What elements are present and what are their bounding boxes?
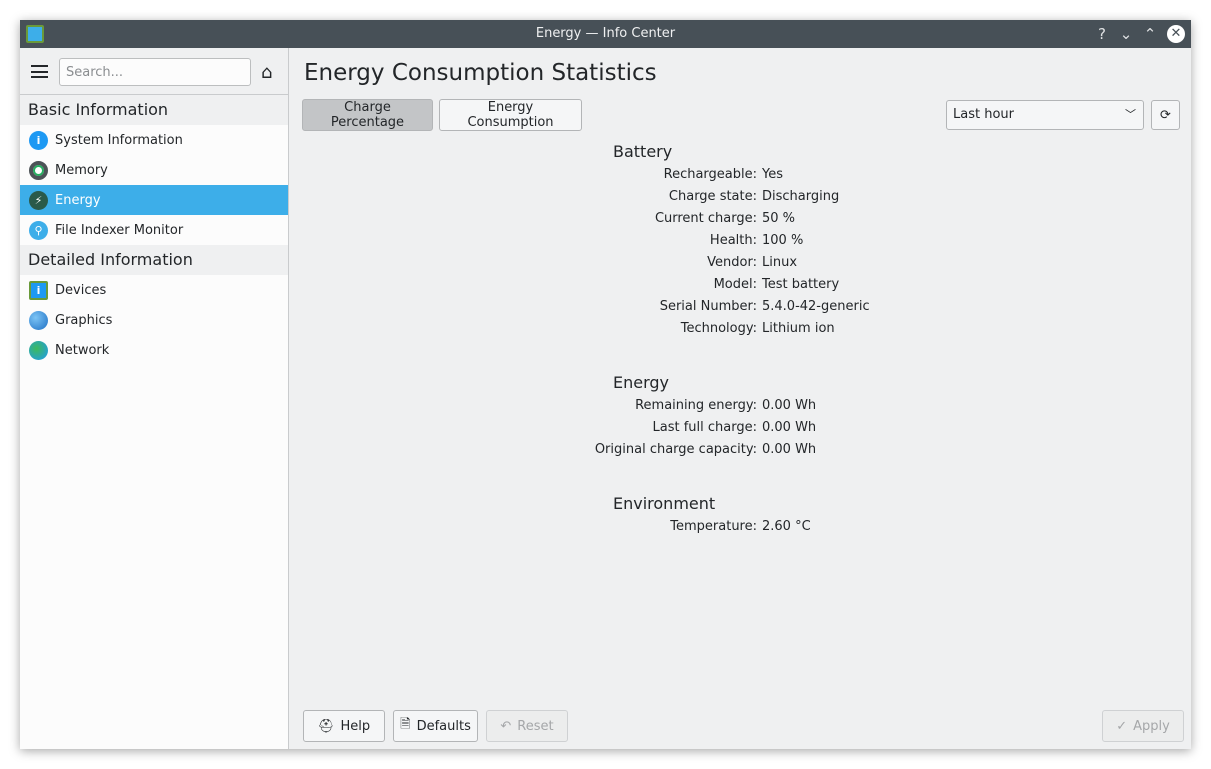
info-row: Charge state: Discharging bbox=[460, 186, 1060, 208]
main-content: Energy Consumption Statistics Charge Per… bbox=[290, 48, 1191, 749]
info-value: 0.00 Wh bbox=[762, 420, 817, 435]
sidebar-item-energy[interactable]: ⚡ Energy bbox=[20, 185, 288, 215]
undo-icon: ↶ bbox=[500, 718, 512, 734]
help-label: Help bbox=[340, 718, 371, 734]
info-label: Technology: bbox=[680, 321, 757, 336]
close-icon[interactable]: ✕ bbox=[1167, 25, 1185, 43]
chevron-down-icon: ﹀ bbox=[1125, 108, 1136, 121]
sidebar-item-label: Graphics bbox=[55, 312, 113, 328]
document-icon: 🗎 bbox=[400, 717, 411, 732]
info-row: Technology: Lithium ion bbox=[460, 318, 1060, 340]
info-value: Yes bbox=[762, 167, 783, 182]
home-icon[interactable]: ⌂ bbox=[261, 62, 273, 83]
hamburger-menu-icon[interactable] bbox=[31, 65, 48, 78]
defaults-label: Defaults bbox=[416, 718, 471, 734]
time-range-value: Last hour bbox=[953, 107, 1014, 122]
category-header: Basic Information bbox=[20, 95, 288, 125]
section-title: Battery bbox=[613, 142, 673, 161]
sidebar-item-devices[interactable]: i Devices bbox=[20, 275, 288, 305]
sidebar: ⌂ Basic Information i System Information Me… bbox=[20, 48, 289, 749]
sidebar-item-label: Energy bbox=[55, 192, 101, 208]
info-value: Lithium ion bbox=[762, 321, 835, 336]
window: Energy — Info Center ? ⌄ ⌃ ✕ ⌂ Basic Inf… bbox=[20, 20, 1191, 749]
graphics-icon bbox=[29, 310, 48, 330]
info-row: Model: Test battery bbox=[460, 274, 1060, 296]
info-value: 5.4.0-42-generic bbox=[762, 299, 870, 314]
sidebar-item-network[interactable]: Network bbox=[20, 335, 288, 365]
search-input[interactable] bbox=[59, 58, 251, 86]
info-row: Vendor: Linux bbox=[460, 252, 1060, 274]
apply-label: Apply bbox=[1133, 718, 1170, 734]
memory-icon bbox=[29, 160, 48, 180]
info-value: 0.00 Wh bbox=[762, 442, 817, 457]
tab-energy-consumption[interactable]: Energy Consumption bbox=[439, 99, 582, 131]
sidebar-item-label: Network bbox=[55, 342, 110, 358]
refresh-button[interactable]: ⟳ bbox=[1151, 100, 1180, 130]
defaults-button[interactable]: 🗎 Defaults bbox=[393, 710, 478, 742]
info-row: Last full charge: 0.00 Wh bbox=[460, 417, 1060, 439]
page-title: Energy Consumption Statistics bbox=[304, 60, 657, 86]
sidebar-item-label: File Indexer Monitor bbox=[55, 222, 184, 238]
info-label: Original charge capacity: bbox=[594, 442, 757, 457]
refresh-icon: ⟳ bbox=[1160, 107, 1171, 123]
info-value: 2.60 °C bbox=[762, 519, 811, 534]
info-label: Temperature: bbox=[670, 519, 757, 534]
info-label: Vendor: bbox=[707, 255, 757, 270]
info-value: 100 % bbox=[762, 233, 804, 248]
info-label: Current charge: bbox=[654, 211, 757, 226]
reset-label: Reset bbox=[517, 718, 554, 734]
info-row: Rechargeable: Yes bbox=[460, 164, 1060, 186]
maximize-icon[interactable]: ⌃ bbox=[1143, 25, 1157, 43]
window-title: Energy — Info Center bbox=[535, 26, 676, 41]
title-bar: Energy — Info Center ? ⌄ ⌃ ✕ bbox=[20, 20, 1191, 48]
section-title: Energy bbox=[613, 373, 670, 392]
help-lifebuoy-icon: ⛑ bbox=[317, 718, 335, 734]
info-value: Linux bbox=[762, 255, 798, 270]
sidebar-item-file-indexer-monitor[interactable]: ⚲ File Indexer Monitor bbox=[20, 215, 288, 245]
info-row: Health: 100 % bbox=[460, 230, 1060, 252]
time-range-select[interactable]: Last hour ﹀ bbox=[946, 100, 1144, 130]
info-value: Discharging bbox=[762, 189, 840, 204]
sidebar-item-system-information[interactable]: i System Information bbox=[20, 125, 288, 155]
info-row: Current charge: 50 % bbox=[460, 208, 1060, 230]
sidebar-item-memory[interactable]: Memory bbox=[20, 155, 288, 185]
sidebar-item-label: Devices bbox=[55, 282, 107, 298]
file-indexer-icon: ⚲ bbox=[29, 220, 48, 240]
info-label: Last full charge: bbox=[652, 420, 757, 435]
info-value: Test battery bbox=[762, 277, 840, 292]
category-header: Detailed Information bbox=[20, 245, 288, 275]
info-row: Temperature: 2.60 °C bbox=[460, 516, 1060, 538]
tab-charge-percentage[interactable]: Charge Percentage bbox=[302, 99, 433, 131]
energy-icon: ⚡ bbox=[29, 190, 48, 210]
network-icon bbox=[29, 340, 48, 360]
help-button[interactable]: ⛑ Help bbox=[303, 710, 385, 742]
info-label: Serial Number: bbox=[659, 299, 757, 314]
sidebar-item-graphics[interactable]: Graphics bbox=[20, 305, 288, 335]
info-label: Health: bbox=[709, 233, 757, 248]
info-label: Model: bbox=[713, 277, 757, 292]
reset-button[interactable]: ↶ Reset bbox=[486, 710, 568, 742]
info-label: Rechargeable: bbox=[663, 167, 757, 182]
info-row: Serial Number: 5.4.0-42-generic bbox=[460, 296, 1060, 318]
info-value: 0.00 Wh bbox=[762, 398, 817, 413]
minimize-icon[interactable]: ⌄ bbox=[1119, 25, 1133, 43]
info-row: Remaining energy: 0.00 Wh bbox=[460, 395, 1060, 417]
sidebar-item-label: System Information bbox=[55, 132, 183, 148]
section-title: Environment bbox=[613, 494, 716, 513]
apply-button[interactable]: ✓ Apply bbox=[1102, 710, 1184, 742]
app-icon bbox=[26, 25, 44, 43]
info-icon: i bbox=[29, 130, 48, 150]
help-icon[interactable]: ? bbox=[1098, 25, 1106, 43]
info-value: 50 % bbox=[762, 211, 796, 226]
devices-icon: i bbox=[29, 280, 48, 300]
info-row: Original charge capacity: 0.00 Wh bbox=[460, 439, 1060, 461]
info-label: Charge state: bbox=[668, 189, 757, 204]
sidebar-item-label: Memory bbox=[55, 162, 108, 178]
check-icon: ✓ bbox=[1116, 718, 1128, 734]
info-label: Remaining energy: bbox=[635, 398, 757, 413]
